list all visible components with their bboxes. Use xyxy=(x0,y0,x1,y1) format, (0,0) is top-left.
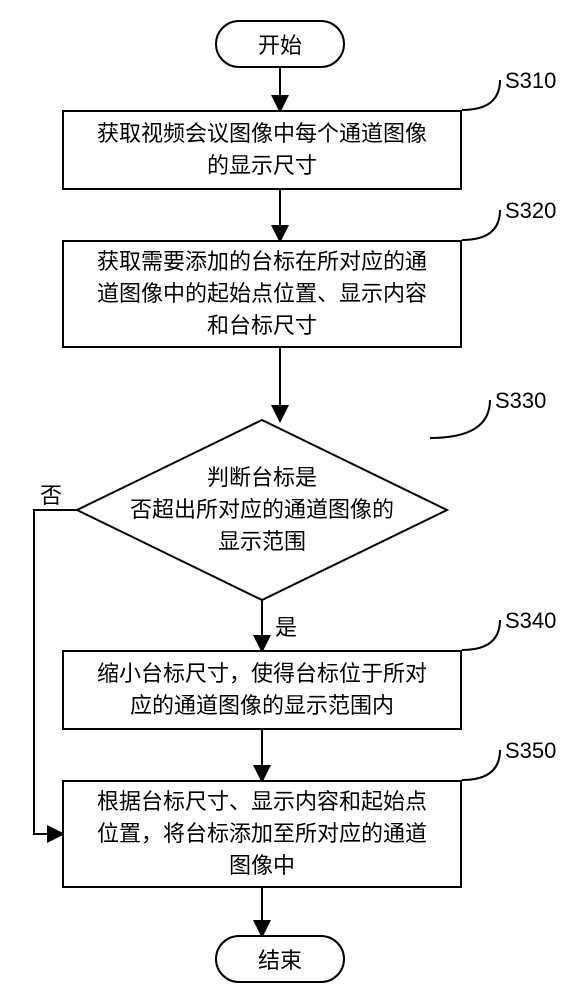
s320-line1: 获取需要添加的台标在所对应的通 xyxy=(97,249,427,274)
process-s320: 获取需要添加的台标在所对应的通 道图像中的起始点位置、显示内容 和台标尺寸 xyxy=(62,240,462,348)
s340-line2: 应的通道图像的显示范围内 xyxy=(130,693,394,718)
start-terminator: 开始 xyxy=(215,20,345,68)
s310-line2: 的显示尺寸 xyxy=(207,153,317,178)
step-label-s340: S340 xyxy=(505,608,556,634)
step-label-s330: S330 xyxy=(495,388,546,414)
step-label-s350: S350 xyxy=(505,738,556,764)
edge-yes-label: 是 xyxy=(275,610,297,642)
end-terminator: 结束 xyxy=(215,935,345,983)
s350-line2: 位置，将台标添加至所对应的通道 xyxy=(97,821,427,846)
process-s350: 根据台标尺寸、显示内容和起始点 位置，将台标添加至所对应的通道 图像中 xyxy=(62,780,462,888)
s320-line2: 道图像中的起始点位置、显示内容 xyxy=(97,281,427,306)
process-s340: 缩小台标尺寸，使得台标位于所对 应的通道图像的显示范围内 xyxy=(62,650,462,730)
process-s310: 获取视频会议图像中每个通道图像 的显示尺寸 xyxy=(62,110,462,190)
start-label: 开始 xyxy=(258,28,302,60)
s330-line3: 显示范围 xyxy=(218,529,306,554)
end-label: 结束 xyxy=(258,943,302,975)
s310-line1: 获取视频会议图像中每个通道图像 xyxy=(97,121,427,146)
s350-line3: 图像中 xyxy=(229,853,295,878)
step-label-s320: S320 xyxy=(505,198,556,224)
edge-no-label: 否 xyxy=(40,478,62,510)
decision-s330: 判断台标是 否超出所对应的通道图像的 显示范围 xyxy=(77,460,447,560)
s340-line1: 缩小台标尺寸，使得台标位于所对 xyxy=(97,661,427,686)
s330-line2: 否超出所对应的通道图像的 xyxy=(130,497,394,522)
s350-line1: 根据台标尺寸、显示内容和起始点 xyxy=(97,789,427,814)
s320-line3: 和台标尺寸 xyxy=(207,313,317,338)
s330-line1: 判断台标是 xyxy=(207,465,317,490)
step-label-s310: S310 xyxy=(505,68,556,94)
